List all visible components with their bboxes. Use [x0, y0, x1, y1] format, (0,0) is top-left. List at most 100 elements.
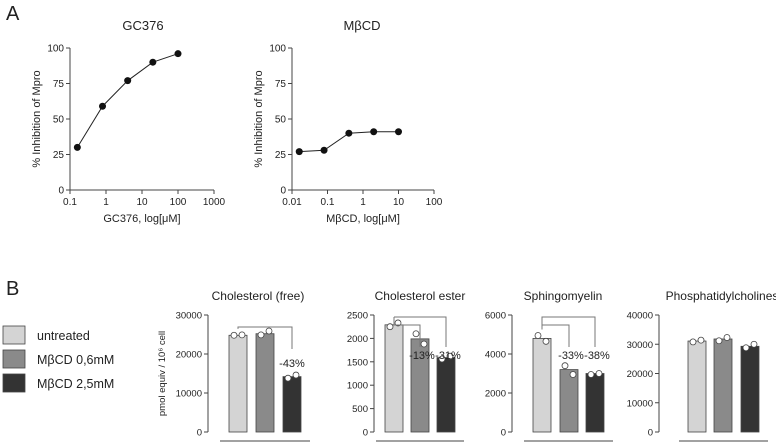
x-tick-label: 0.01 [282, 197, 302, 208]
x-tick-label: 100 [426, 197, 443, 208]
x-tick-label: 10 [136, 197, 148, 208]
series-line [76, 53, 179, 148]
chart-title: Phosphatidylcholines [666, 289, 776, 303]
chart-title: Cholesterol (free) [212, 289, 305, 303]
bar [255, 333, 275, 433]
y-tick-label: 100 [269, 44, 286, 55]
bar-chart-3: Sphingomyelin 0 2000 4000 6000 -33% -38% [485, 289, 613, 442]
legend-swatch [2, 373, 26, 393]
bar [740, 345, 760, 433]
y-tick-label: 1500 [347, 357, 368, 368]
replicate-point [257, 331, 265, 339]
replicate-point [750, 340, 758, 348]
legend-label: untreated [37, 329, 90, 343]
comparison-bracket [393, 316, 421, 347]
legend-swatch [2, 349, 26, 369]
y-tick-label: 500 [352, 404, 368, 415]
replicate-point [715, 337, 723, 345]
y-tick-label: 2000 [485, 389, 506, 400]
bar-chart-2: Cholesterol ester 0 500 1000 1500 2000 2500 -13… [347, 289, 466, 442]
y-tick-label: 0 [363, 428, 368, 439]
bar [687, 340, 707, 433]
y-tick-label: 0 [58, 186, 64, 197]
comparison-bracket [393, 316, 447, 347]
legend-swatch [2, 325, 26, 345]
y-axis-label: % Inhibition of Mpro [253, 70, 265, 167]
y-tick-label: 0 [648, 428, 653, 439]
percent-change-label: -43% [279, 358, 305, 370]
replicate-point [292, 371, 300, 379]
y-tick-label: 4000 [485, 350, 506, 361]
data-point [124, 77, 132, 85]
replicate-point [689, 338, 697, 346]
replicate-point [394, 319, 402, 327]
y-tick-label: 75 [53, 79, 65, 90]
line-chart-2: MβCD 0 25 50 75 100 0.01 0.1 1 10 100 MβCD, log[μM]… [253, 18, 443, 225]
replicate-point [284, 374, 292, 382]
replicate-point [587, 371, 595, 378]
data-point [395, 128, 402, 136]
replicate-point [230, 331, 238, 339]
bar [436, 357, 456, 433]
replicate-point [265, 327, 273, 335]
comparison-bracket [541, 316, 596, 347]
bar [282, 376, 302, 433]
panel-label-b: B [6, 278, 19, 300]
bar [384, 324, 404, 433]
x-tick-label: 1 [103, 197, 109, 208]
data-point [345, 129, 353, 137]
replicate-point [561, 362, 569, 370]
y-tick-label: 25 [53, 150, 65, 161]
legend-label: MβCD 0,6mM [37, 353, 114, 367]
chart-title: MβCD [343, 18, 380, 33]
bar [228, 334, 248, 433]
y-tick-label: 100 [47, 44, 64, 55]
chart-title: Cholesterol ester [375, 289, 466, 303]
replicate-point [238, 331, 246, 339]
y-tick-label: 0 [197, 428, 202, 439]
x-tick-label: 1 [360, 197, 366, 208]
data-point [149, 58, 157, 66]
y-tick-label: 10000 [627, 398, 653, 409]
data-point [295, 148, 303, 156]
x-axis-label: MβCD, log[μM] [326, 213, 400, 225]
y-tick-label: 1000 [347, 381, 368, 392]
bar [713, 338, 733, 433]
x-tick-label: 0.1 [63, 197, 77, 208]
y-tick-label: 25 [275, 150, 287, 161]
bar-chart-1: Cholesterol (free) 0 10000 20000 30000 -43% pm… [157, 289, 310, 442]
y-tick-label: 6000 [485, 311, 506, 322]
y-tick-label: 2500 [347, 311, 368, 322]
y-tick-label: 20000 [176, 350, 202, 361]
chart-title: Sphingomyelin [524, 289, 603, 303]
bar-chart-4: Phosphatidylcholines 0 10000 20000 30000 4000… [627, 289, 776, 442]
data-point [99, 102, 107, 110]
replicate-point [723, 334, 731, 341]
data-point [320, 146, 328, 154]
replicate-point [412, 330, 420, 338]
replicate-point [742, 344, 750, 352]
x-tick-label: 1000 [203, 197, 226, 208]
x-tick-label: 10 [393, 197, 405, 208]
bar [559, 369, 579, 433]
y-tick-label: 0 [280, 186, 286, 197]
x-tick-label: 0.1 [321, 197, 335, 208]
y-tick-label: 10000 [176, 389, 202, 400]
replicate-point [386, 323, 394, 331]
chart-title: GC376 [122, 18, 163, 33]
y-tick-label: 2000 [347, 334, 368, 345]
panel-label-a: A [6, 3, 20, 25]
replicate-point [595, 370, 603, 377]
replicate-point [697, 336, 705, 344]
y-axis-label: pmol equiv / 10⁶ cell [157, 331, 168, 416]
y-axis-label: % Inhibition of Mpro [31, 70, 43, 167]
replicate-point [420, 340, 428, 348]
y-tick-label: 30000 [176, 311, 202, 322]
replicate-point [534, 332, 542, 339]
x-tick-label: 100 [170, 197, 187, 208]
line-chart-1: GC376 0 25 50 75 100 0.1 1 10 100 1000 GC376, log[μ… [31, 18, 226, 225]
replicate-point [569, 371, 577, 378]
data-point [174, 50, 182, 58]
